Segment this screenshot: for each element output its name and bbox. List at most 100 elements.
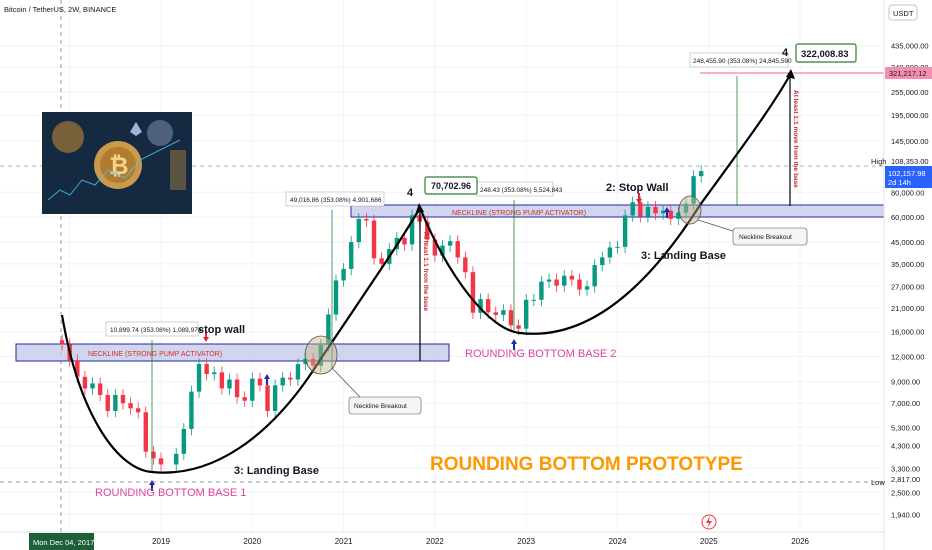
svg-text:₿: ₿ (109, 153, 129, 180)
candle-body (638, 202, 643, 217)
candle-body (295, 364, 301, 380)
candle-body (501, 310, 506, 315)
neckline-zone-1[interactable] (15, 343, 450, 362)
candle-body (356, 218, 362, 243)
candle-body (524, 299, 529, 329)
candle-body (562, 275, 567, 286)
candle-body (181, 428, 187, 454)
candle-body (310, 358, 316, 366)
candle-body (645, 206, 651, 217)
candle-body (75, 360, 80, 377)
price-tick-label: 2,500.00 (891, 488, 920, 497)
candle-body (219, 372, 225, 389)
symbol-title[interactable]: Bitcoin / TetherUS, 2W, BINANCE (4, 5, 116, 14)
breakout-circle-1 (304, 335, 338, 375)
candle-body (539, 281, 544, 300)
candle-body (402, 237, 407, 245)
breakout-note-1-box (348, 396, 422, 415)
neckline-zone-2[interactable] (350, 204, 885, 218)
candle-body (174, 453, 179, 465)
candle-body (584, 286, 590, 290)
price-tick-label: 7,000.00 (891, 399, 920, 408)
candle-body (531, 299, 537, 301)
target-price: 321,217.12 (889, 69, 927, 78)
last-price: 102,157.98 (888, 169, 926, 178)
arrow-stopwall2 (636, 193, 642, 204)
candle-body (59, 340, 65, 345)
crosshair-date-tag (29, 533, 94, 550)
price-tick-label: 195,000.00 (891, 111, 929, 120)
arrow-stopwall1 (203, 331, 209, 342)
candles (59, 165, 704, 471)
low-value: 2,817.00 (891, 475, 920, 484)
candle-body (516, 325, 521, 329)
measure-4-text: 248,455.90 (353.08%) 24,845,590 (693, 58, 792, 65)
rounding-bottom-curve-1 (60, 207, 421, 474)
price-tick-label: 4,300.00 (891, 441, 920, 450)
candle-body (447, 241, 453, 246)
price-tick-label: 12,000.00 (891, 353, 924, 362)
candle-body (600, 257, 605, 266)
candle-body (257, 378, 263, 386)
arrow-head-1 (416, 203, 424, 212)
price-tick-label: 35,000.00 (891, 260, 924, 269)
currency-button[interactable] (888, 4, 918, 21)
time-axis-labels: 2019 2020 2021 2022 2023 2024 2025 2026 (152, 537, 809, 546)
candle-body (97, 383, 103, 395)
price-tick-label: 435,000.00 (891, 42, 929, 51)
countdown: 2d 14h (888, 178, 911, 187)
candle-body (409, 215, 415, 245)
target-2-value: 322,008.83 (801, 49, 849, 60)
candle-body (683, 203, 689, 213)
up-arrows (149, 207, 670, 491)
candle-body (90, 383, 95, 389)
measure-2-box (285, 191, 385, 207)
candle-body (318, 345, 323, 366)
target-1-value: 70,702.96 (431, 181, 471, 191)
neckline-zone-2-label: NECKLINE (STRONG PUMP ACTIVATOR) (452, 210, 586, 217)
time-tick-label: 2023 (517, 537, 535, 546)
candle-body (508, 310, 514, 326)
candle-body (440, 245, 445, 256)
time-tick-label: 2020 (243, 537, 261, 546)
candle-body (371, 220, 377, 259)
rounding-bottom-curve-2 (418, 74, 791, 335)
candle-body (432, 239, 438, 256)
price-tick-label: 1,940.00 (891, 510, 920, 519)
price-tick-label: 16,000.00 (891, 328, 924, 337)
candle-body (135, 408, 141, 413)
candle-body (569, 275, 575, 280)
breakout-note-2: Neckline Breakout (739, 234, 792, 241)
arrow-head-2 (786, 69, 795, 79)
candle-body (113, 394, 118, 411)
breakout-circle-2 (678, 195, 702, 225)
candle-body (105, 394, 110, 411)
bitcoin-illustration: ₿ (42, 112, 192, 214)
measure-4-box (689, 52, 789, 68)
arrow-landing1 (264, 374, 270, 385)
candle-body (151, 451, 156, 459)
candle-body (234, 379, 240, 398)
candle-body (577, 279, 582, 290)
base-2-label: ROUNDING BOTTOM BASE 2 (465, 348, 616, 360)
candle-body (143, 412, 148, 452)
stop-wall-label-2: 2: Stop Wall (606, 182, 669, 194)
candle-body (250, 378, 255, 401)
candle-body (622, 215, 628, 247)
base-1-label: ROUNDING BOTTOM BASE 1 (95, 487, 246, 499)
price-tick-label: 5,300.00 (891, 423, 920, 432)
vertical-note-1: At least 1:1 from the base (422, 232, 429, 311)
candle-body (592, 265, 597, 287)
target-1-box (424, 176, 478, 195)
measure-1-box (105, 321, 199, 337)
time-tick-label: 2026 (791, 537, 809, 546)
arrow-landing2 (664, 207, 670, 218)
candle-body (546, 279, 552, 282)
candle-body (493, 312, 498, 315)
candle-body (691, 176, 696, 204)
price-tick-label: 27,000.00 (891, 282, 924, 291)
candle-body (364, 218, 369, 221)
wave-4-label-2: 4 (782, 47, 789, 59)
breakout-note-1: Neckline Breakout (354, 403, 407, 410)
